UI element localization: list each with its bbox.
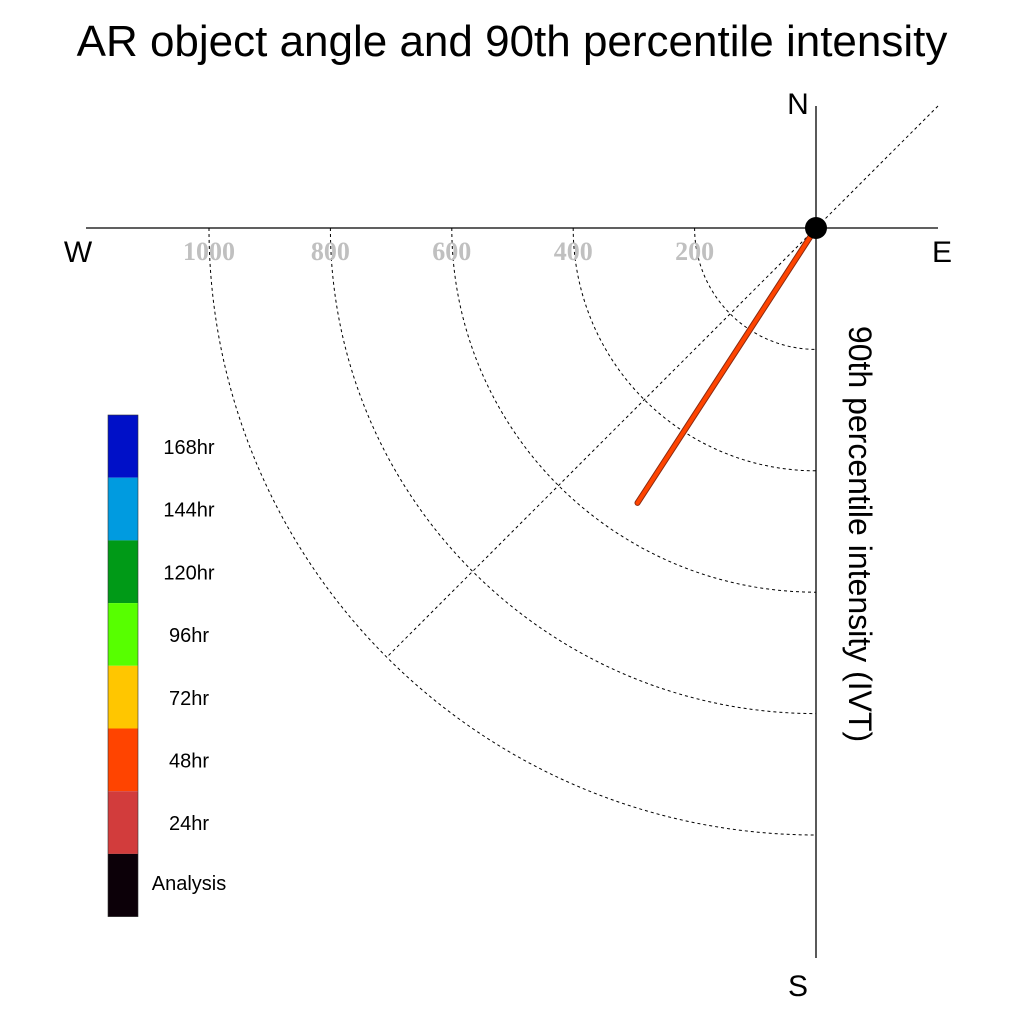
legend-swatch: [108, 728, 138, 792]
legend-swatch: [108, 791, 138, 854]
legend-label: 96hr: [169, 625, 209, 647]
grid-arc: [329, 227, 817, 715]
radial-tick-labels: 200 400 600 800 1000: [183, 237, 714, 266]
compass-east: E: [932, 236, 952, 269]
series-line: [635, 226, 818, 505]
legend-label: 168hr: [163, 437, 214, 459]
grid-arc: [694, 227, 817, 350]
radial-tick-label: 400: [554, 237, 593, 266]
grid-arc: [208, 227, 817, 836]
compass-north: N: [787, 88, 809, 121]
legend-swatch: [108, 665, 138, 729]
compass-west: W: [64, 236, 93, 269]
legend: 168hr 144hr 120hr 96hr 72hr 48hr 24hr Analysis: [107, 414, 226, 917]
data-series: [634, 225, 819, 506]
legend-swatch: [108, 415, 138, 478]
legend-swatch: [108, 477, 138, 541]
legend-swatch: [108, 603, 138, 666]
y-axis-label: 90th percentile intensity (IVT): [842, 326, 878, 742]
radial-tick-label: 600: [432, 237, 471, 266]
axes: [86, 106, 938, 958]
legend-label: 120hr: [163, 562, 214, 584]
radial-tick-label: 800: [311, 237, 350, 266]
grid-arc: [451, 227, 817, 593]
radial-tick-label: 200: [675, 237, 714, 266]
legend-label: 72hr: [169, 688, 209, 710]
radial-tick-label: 1000: [183, 237, 235, 266]
legend-label: Analysis: [152, 873, 226, 895]
legend-swatch: [108, 853, 138, 917]
legend-label: 48hr: [169, 751, 209, 773]
legend-label: 144hr: [163, 500, 214, 522]
origin-marker: [805, 217, 827, 239]
diagonal-reference-line: [386, 105, 939, 658]
compass-south: S: [788, 970, 808, 1003]
legend-label: 24hr: [169, 813, 209, 835]
polar-grid: [208, 105, 939, 836]
legend-border: [107, 414, 139, 917]
chart-title: AR object angle and 90th percentile inte…: [77, 17, 948, 66]
legend-swatch: [108, 540, 138, 604]
grid-arc: [572, 227, 817, 472]
